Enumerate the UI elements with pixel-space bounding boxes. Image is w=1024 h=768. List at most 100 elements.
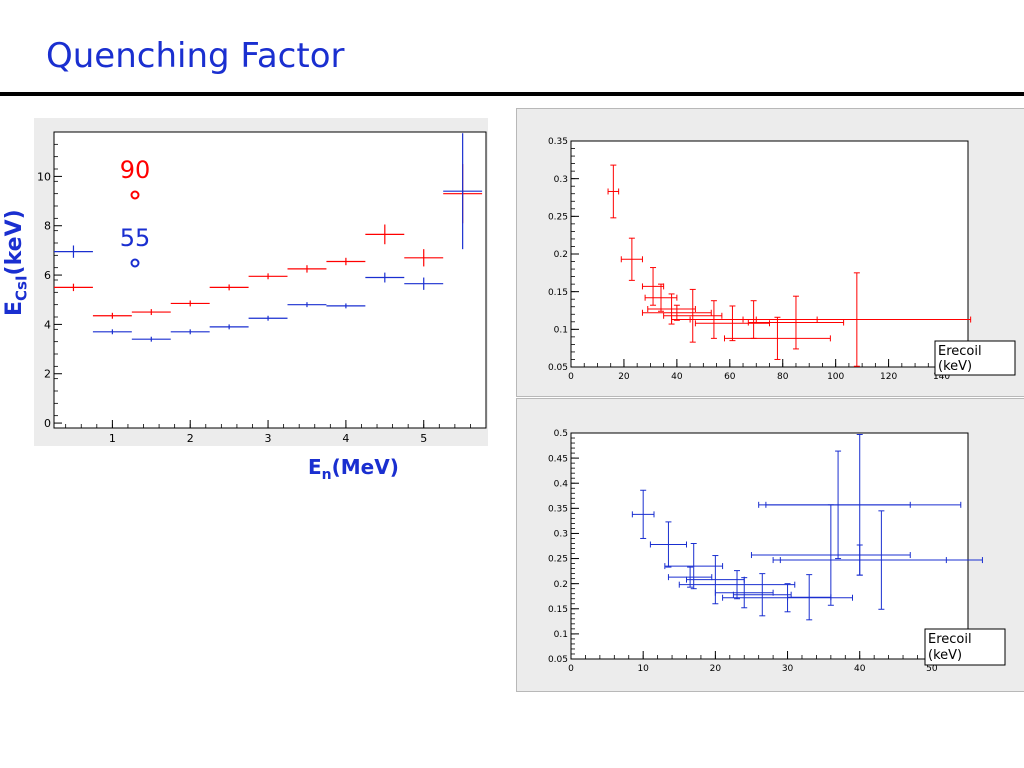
plot-frame (53, 131, 487, 429)
legend-marker (130, 190, 140, 200)
left-chart-xlabel: En(MeV) (308, 455, 399, 483)
data-point (747, 295, 845, 350)
data-point (758, 434, 962, 576)
right-top-chart-panel: 0.05 0.1 0.15 0.2 0.25 0.3 0.35 0 20 40 60 80 100 120… (516, 108, 1024, 397)
y-tick-label: 0.3 (554, 530, 568, 540)
data-point (131, 309, 171, 316)
legend-marker (130, 258, 140, 268)
data-point (443, 133, 483, 250)
data-point (365, 224, 405, 245)
plot-frame (570, 432, 969, 660)
data-point (732, 573, 792, 617)
x-axis-title: Erecoil (928, 632, 972, 647)
y-tick-label: 0.15 (548, 288, 568, 298)
x-tick-label: 0 (568, 664, 574, 674)
x-tick-label: 80 (777, 372, 789, 382)
y-tick-label: 8 (44, 220, 51, 233)
data-point (620, 237, 643, 281)
x-tick-label: 20 (618, 372, 630, 382)
data-point (326, 303, 366, 309)
data-point (326, 257, 366, 266)
data-point (131, 336, 171, 342)
data-point (248, 315, 288, 321)
data-point (779, 510, 983, 610)
left-chart-ylabel: ECsI(keV) (2, 209, 30, 316)
data-point (92, 329, 132, 335)
xlabel-unit: (MeV) (331, 455, 399, 479)
y-tick-label: 0.2 (554, 250, 568, 260)
y-tick-label: 4 (44, 318, 51, 331)
legend-label: 55 (120, 224, 151, 252)
y-tick-label: 0.35 (548, 504, 568, 514)
x-tick-label: 2 (187, 432, 194, 445)
plot-frame (570, 140, 969, 368)
data-point (170, 300, 210, 307)
data-point (287, 302, 327, 308)
data-point (667, 566, 713, 588)
data-point (664, 542, 724, 590)
y-tick-label: 0.25 (548, 555, 568, 565)
data-point (365, 272, 405, 283)
data-point (678, 570, 796, 600)
left-chart-panel: 0 2 4 6 8 10 1 2 3 4 5 90 55 (34, 118, 488, 446)
x-tick-label: 5 (420, 432, 427, 445)
x-tick-label: 20 (710, 664, 722, 674)
data-point (404, 277, 444, 290)
xlabel-base: E (308, 455, 322, 479)
ylabel-sub: CsI (12, 275, 31, 301)
y-tick-label: 0.5 (554, 429, 568, 439)
x-tick-label: 140 (933, 372, 950, 382)
x-axis-unit: (keV) (928, 648, 962, 663)
data-point (649, 521, 687, 568)
x-tick-label: 0 (568, 372, 574, 382)
data-point (209, 324, 249, 330)
data-point (54, 245, 93, 258)
data-point (663, 288, 723, 343)
y-tick-label: 0.05 (548, 655, 568, 665)
xlabel-sub: n (321, 467, 332, 483)
y-tick-label: 6 (44, 269, 51, 282)
data-point (209, 284, 249, 291)
data-point (724, 316, 831, 360)
y-tick-label: 0.25 (548, 212, 568, 222)
legend-label: 90 (120, 156, 151, 184)
y-tick-label: 2 (44, 368, 51, 381)
data-point (92, 312, 132, 319)
y-tick-label: 0.1 (554, 325, 568, 335)
x-axis-unit: (keV) (938, 359, 972, 374)
data-point (750, 504, 911, 606)
data-point (287, 265, 327, 273)
y-tick-label: 0.1 (554, 630, 568, 640)
data-point (607, 164, 620, 219)
x-tick-label: 50 (926, 664, 938, 674)
data-point (647, 293, 696, 325)
axis-title-box (924, 628, 1006, 666)
ylabel-base: E (2, 300, 27, 316)
x-tick-label: 1 (109, 432, 116, 445)
data-point (404, 249, 444, 267)
x-axis-title: Erecoil (938, 344, 982, 359)
x-tick-label: 40 (854, 664, 866, 674)
right-bottom-chart-svg: 0.05 0.1 0.15 0.2 0.25 0.3 0.35 0.4 0.45 0.5 0 10 20… (548, 429, 1006, 674)
data-point (248, 273, 288, 280)
y-tick-label: 0 (44, 417, 51, 430)
data-point (631, 489, 655, 539)
slide-title: Quenching Factor (46, 36, 345, 76)
y-tick-label: 0.15 (548, 605, 568, 615)
x-tick-label: 120 (880, 372, 897, 382)
data-point (641, 304, 712, 321)
y-tick-label: 0.35 (548, 137, 568, 147)
right-bottom-chart-panel: 0.05 0.1 0.15 0.2 0.25 0.3 0.35 0.4 0.45 0.5 0 10 20… (516, 398, 1024, 692)
data-point (694, 305, 770, 342)
x-tick-label: 10 (637, 664, 649, 674)
x-tick-label: 4 (342, 432, 349, 445)
x-tick-label: 60 (724, 372, 736, 382)
y-tick-label: 0.45 (548, 454, 568, 464)
x-tick-label: 100 (827, 372, 844, 382)
x-tick-label: 40 (671, 372, 683, 382)
ylabel-unit: (keV) (2, 209, 27, 276)
y-tick-label: 0.3 (554, 175, 568, 185)
title-divider (0, 92, 1024, 96)
y-tick-label: 0.4 (554, 479, 569, 489)
